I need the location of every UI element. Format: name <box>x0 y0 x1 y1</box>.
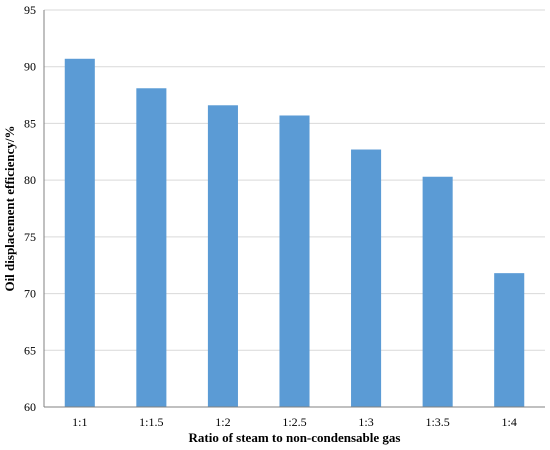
x-tick-label: 1:3 <box>358 415 373 429</box>
y-axis-title: Oil displacement efficiency/% <box>2 125 17 291</box>
y-tick-label: 70 <box>24 287 36 301</box>
x-tick-label: 1:1.5 <box>139 415 163 429</box>
y-tick-label: 95 <box>24 3 36 17</box>
y-tick-label: 85 <box>24 116 36 130</box>
axes <box>43 10 545 408</box>
x-tick-label: 1:2 <box>215 415 230 429</box>
y-tick-label: 75 <box>24 230 36 244</box>
y-tick-label: 60 <box>24 400 36 414</box>
x-axis-title: Ratio of steam to non-condensable gas <box>189 430 401 445</box>
y-tick-label: 80 <box>24 173 36 187</box>
y-tick-labels: 60 65 70 75 80 85 90 95 <box>24 3 36 414</box>
x-tick-label: 1:2.5 <box>282 415 306 429</box>
x-tick-labels: 1:1 1:1.5 1:2 1:2.5 1:3 1:3.5 1:4 <box>72 415 517 429</box>
bar <box>207 105 238 407</box>
bar <box>279 115 310 407</box>
bars <box>64 58 525 407</box>
bar <box>136 88 167 407</box>
y-tick-label: 90 <box>24 60 36 74</box>
y-tick-label: 65 <box>24 343 36 357</box>
bar <box>494 273 525 407</box>
bar <box>351 149 382 407</box>
x-tick-label: 1:4 <box>502 415 517 429</box>
bar <box>422 176 453 407</box>
x-tick-label: 1:3.5 <box>425 415 449 429</box>
x-tick-label: 1:1 <box>72 415 87 429</box>
bar <box>64 58 95 407</box>
